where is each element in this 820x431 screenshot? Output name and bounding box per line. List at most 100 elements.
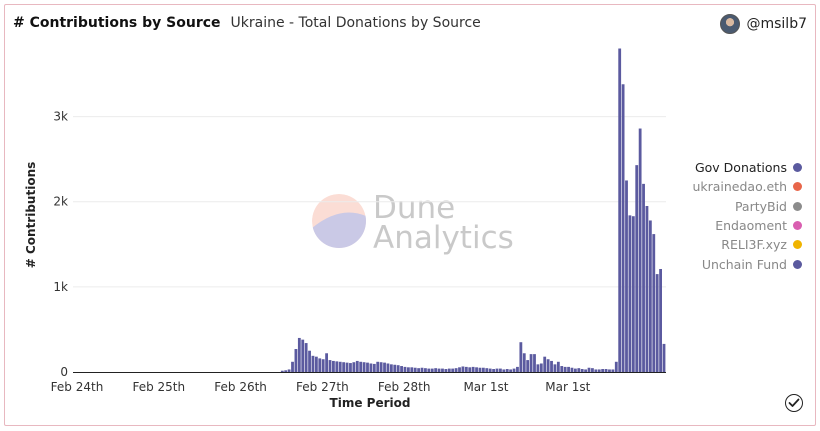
- bar[interactable]: [410, 367, 414, 372]
- bar[interactable]: [468, 367, 472, 372]
- bar[interactable]: [648, 220, 652, 372]
- bar[interactable]: [573, 368, 577, 372]
- bar[interactable]: [318, 358, 322, 372]
- bar[interactable]: [349, 363, 352, 372]
- bar[interactable]: [485, 368, 489, 372]
- bar[interactable]: [597, 369, 601, 372]
- bar[interactable]: [478, 367, 482, 372]
- bar[interactable]: [325, 353, 329, 372]
- bar[interactable]: [447, 368, 451, 372]
- bar[interactable]: [420, 367, 424, 372]
- bar[interactable]: [495, 368, 499, 372]
- bar[interactable]: [335, 361, 339, 372]
- bar[interactable]: [352, 362, 356, 372]
- bar[interactable]: [577, 368, 581, 372]
- bar[interactable]: [396, 365, 400, 372]
- bar[interactable]: [608, 369, 611, 372]
- bar[interactable]: [560, 366, 564, 372]
- bar[interactable]: [284, 370, 288, 372]
- bar[interactable]: [362, 362, 366, 372]
- bar[interactable]: [427, 368, 431, 372]
- bar[interactable]: [308, 350, 311, 372]
- bar[interactable]: [533, 354, 536, 372]
- bar[interactable]: [464, 366, 468, 372]
- bar[interactable]: [591, 368, 594, 372]
- bar[interactable]: [403, 366, 407, 372]
- bar[interactable]: [345, 362, 349, 372]
- bar[interactable]: [519, 342, 523, 372]
- bar[interactable]: [328, 360, 332, 372]
- bar[interactable]: [642, 183, 645, 372]
- bar[interactable]: [553, 364, 557, 372]
- bar[interactable]: [614, 361, 618, 372]
- bar[interactable]: [550, 360, 553, 372]
- bar[interactable]: [638, 128, 642, 372]
- bar[interactable]: [475, 367, 478, 372]
- bar[interactable]: [441, 368, 444, 372]
- bar[interactable]: [287, 369, 291, 372]
- bar[interactable]: [471, 366, 475, 372]
- bar[interactable]: [424, 368, 427, 372]
- legend-item-partybid[interactable]: PartyBid: [690, 197, 802, 216]
- bar[interactable]: [383, 362, 386, 372]
- bar[interactable]: [516, 366, 519, 372]
- bar[interactable]: [529, 354, 533, 372]
- bar[interactable]: [413, 367, 417, 372]
- bar[interactable]: [311, 355, 315, 372]
- bar[interactable]: [659, 268, 662, 372]
- bar[interactable]: [499, 368, 502, 372]
- legend-item-endaoment[interactable]: Endaoment: [690, 216, 802, 235]
- legend-item-unchain-fund[interactable]: Unchain Fund: [690, 254, 802, 273]
- bar[interactable]: [338, 361, 342, 372]
- bar[interactable]: [376, 361, 380, 372]
- legend-item-gov-donations[interactable]: Gov Donations: [690, 158, 802, 177]
- check-circle-icon[interactable]: [785, 394, 803, 412]
- bar[interactable]: [570, 367, 574, 372]
- bar[interactable]: [635, 165, 639, 372]
- bar[interactable]: [366, 362, 369, 372]
- bar[interactable]: [437, 368, 441, 372]
- bar[interactable]: [454, 368, 458, 372]
- bar[interactable]: [611, 369, 615, 372]
- bar[interactable]: [512, 368, 516, 372]
- bar[interactable]: [481, 367, 485, 372]
- bar[interactable]: [543, 356, 547, 372]
- bar[interactable]: [314, 356, 318, 372]
- bar[interactable]: [430, 368, 434, 372]
- bar[interactable]: [461, 366, 465, 372]
- bar[interactable]: [434, 368, 438, 372]
- bar[interactable]: [379, 362, 383, 372]
- bar[interactable]: [304, 343, 308, 372]
- bar[interactable]: [359, 361, 363, 372]
- bar[interactable]: [406, 367, 410, 372]
- bar[interactable]: [294, 349, 298, 372]
- bar[interactable]: [645, 206, 649, 372]
- bar[interactable]: [355, 360, 359, 372]
- bar[interactable]: [662, 343, 666, 372]
- bar[interactable]: [386, 363, 390, 372]
- bar[interactable]: [567, 366, 570, 372]
- bar[interactable]: [584, 369, 588, 372]
- bar[interactable]: [400, 366, 403, 372]
- bar[interactable]: [342, 362, 346, 372]
- bar[interactable]: [522, 353, 526, 372]
- bar[interactable]: [444, 369, 448, 372]
- bar[interactable]: [451, 368, 455, 372]
- bar[interactable]: [563, 366, 567, 372]
- bar[interactable]: [488, 368, 492, 372]
- bar[interactable]: [618, 48, 622, 373]
- bar[interactable]: [536, 364, 540, 372]
- author-username[interactable]: @msilb7: [746, 16, 807, 32]
- bar[interactable]: [297, 337, 301, 372]
- author-link[interactable]: @msilb7: [720, 14, 807, 34]
- bar[interactable]: [580, 369, 584, 372]
- legend-item-reli3f[interactable]: RELI3F.xyz: [690, 235, 802, 254]
- bar[interactable]: [631, 216, 635, 372]
- bar[interactable]: [546, 359, 550, 372]
- bar[interactable]: [492, 369, 495, 372]
- bar[interactable]: [505, 369, 509, 372]
- bar[interactable]: [321, 359, 325, 372]
- bar[interactable]: [594, 369, 598, 372]
- bar[interactable]: [587, 367, 591, 372]
- bar[interactable]: [393, 364, 397, 372]
